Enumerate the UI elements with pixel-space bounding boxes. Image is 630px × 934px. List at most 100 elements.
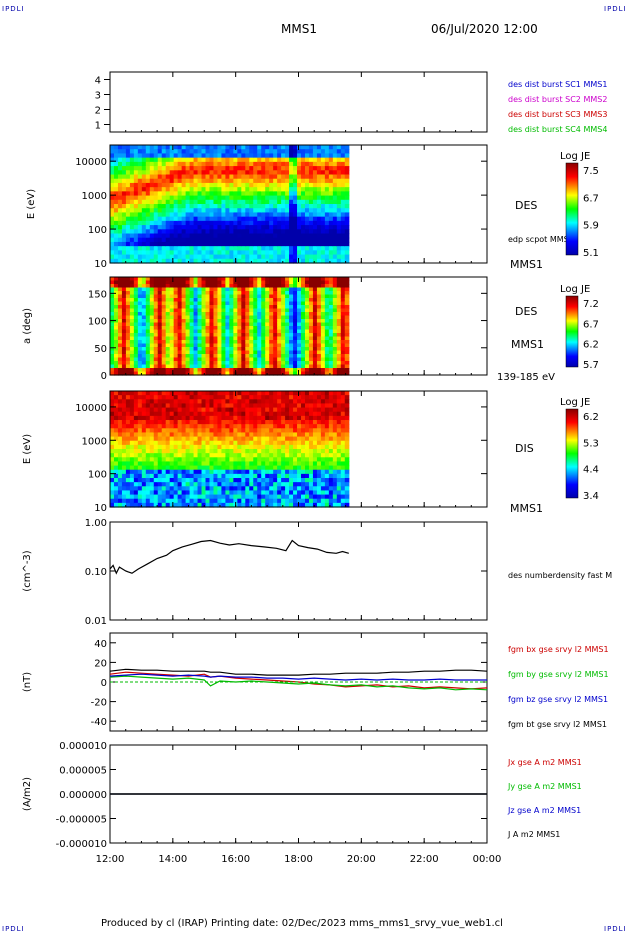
des-spectrogram-cell [193,157,199,163]
des-spectrogram-cell [344,229,350,235]
des-spectrogram-cell [308,153,314,159]
des-pitch-spectrogram-cell [308,357,314,362]
des-pitch-spectrogram-cell [225,305,230,310]
des-pitch-spectrogram-cell [233,361,238,366]
des-spectrogram-cell [261,191,266,197]
des-pitch-spectrogram-cell [229,329,234,334]
des-spectrogram-cell [117,161,123,167]
dis-spectrogram-cell [308,482,314,487]
des-pitch-spectrogram-cell [225,368,230,373]
des-spectrogram-cell [229,174,234,180]
des-spectrogram-cell [213,145,219,150]
des-pitch-spectrogram-cell [308,319,314,324]
des-pitch-spectrogram-cell [249,308,254,313]
des-spectrogram-cell [193,199,199,205]
des-energy-colorbar-tick-label: 6.7 [583,193,599,204]
dis-spectrogram-cell [129,444,135,450]
des-pitch-spectrogram-cell [121,343,127,348]
des-spectrogram-cell [308,170,314,176]
des-pitch-spectrogram-cell [125,350,131,355]
dis-spectrogram-cell [233,449,238,454]
des-spectrogram-cell [110,216,115,222]
dis-spectrogram-cell [233,498,238,504]
des-spectrogram-cell [205,199,211,205]
dis-spectrogram-cell [189,407,195,413]
des-spectrogram-cell [189,212,195,218]
des-spectrogram-cell [312,204,318,209]
des-spectrogram-cell [209,216,215,222]
des-pitch-spectrogram-cell [289,354,294,359]
des-spectrogram-cell [328,149,334,155]
des-spectrogram-cell [304,187,310,192]
des-pitch-spectrogram-cell [165,340,171,345]
des-spectrogram-cell [273,237,278,243]
des-pitch-spectrogram-cell [257,305,262,310]
des-spectrogram-cell [297,220,302,226]
des-pitch-spectrogram-cell [225,343,230,348]
des-pitch-spectrogram-cell [121,357,127,362]
des-pitch-spectrogram-cell [340,319,346,324]
des-spectrogram-cell [245,170,250,176]
des-spectrogram-cell [293,182,298,188]
dis-spectrogram-cell [221,482,227,487]
des-spectrogram-cell [153,149,159,155]
des-pitch-spectrogram-cell [133,368,139,373]
des-spectrogram-cell [169,191,175,197]
dis-spectrogram-cell [197,411,203,417]
des-pitch-spectrogram-cell [181,336,187,341]
des-pitch-spectrogram-cell [197,371,203,376]
des-pitch-spectrogram-cell [344,298,350,303]
des-pitch-spectrogram-cell [308,284,314,289]
dis-spectrogram-cell [121,415,127,421]
des-pitch-spectrogram-cell [249,357,254,362]
des-spectrogram-cell [265,157,270,163]
des-spectrogram-cell [336,166,342,171]
dis-spectrogram-cell [273,407,278,413]
des-pitch-spectrogram-cell [225,350,230,355]
dis-spectrogram-cell [145,391,151,396]
dis-spectrogram-cell [312,407,318,413]
des-spectrogram-cell [149,204,155,209]
des-pitch-spectrogram-cell [269,287,274,292]
des-pitch-spectrogram-cell [133,284,139,289]
des-spectrogram-cell [149,216,155,222]
des-pitch-spectrogram-cell [193,280,199,285]
des-spectrogram-cell [332,195,338,201]
dis-spectrogram-cell [137,502,143,508]
des-pitch-spectrogram-cell [265,329,270,334]
des-pitch-spectrogram-cell [177,315,183,320]
dis-spectrogram-cell [269,490,274,496]
dis-spectrogram-cell [289,399,294,405]
des-pitch-spectrogram-cell [273,312,278,317]
des-pitch-spectrogram-cell [261,329,266,334]
des-pitch-spectrogram-cell [137,287,143,292]
dis-spectrogram-cell [265,428,270,434]
dis-spectrogram-cell [217,457,223,463]
dis-spectrogram-cell [141,498,147,504]
dis-spectrogram-cell [261,391,266,396]
dis-spectrogram-cell [189,440,195,446]
dis-spectrogram-cell [165,465,171,471]
des-pitch-spectrogram-cell [110,301,115,306]
dis-spectrogram-cell [165,457,171,463]
des-pitch-spectrogram-cell [205,298,211,303]
dis-spectrogram-cell [209,502,215,508]
dis-spectrogram-cell [125,411,131,417]
des-spectrogram-cell [245,178,250,184]
dis-spectrogram-cell [117,420,123,425]
des-spectrogram-cell [293,178,298,184]
des-spectrogram-cell [229,170,234,176]
dis-spectrogram-cell [233,478,238,483]
des-spectrogram-cell [113,254,119,260]
des-pitch-spectrogram-cell [189,287,195,292]
dis-spectrogram-cell [141,453,147,458]
des-pitch-spectrogram-cell [312,301,318,306]
des-spectrogram-cell [213,166,219,171]
des-spectrogram-cell [257,258,262,264]
dis-spectrogram-cell [117,498,123,504]
des-pitch-spectrogram-cell [336,371,342,376]
des-pitch-spectrogram-cell [293,361,298,366]
des-pitch-spectrogram-cell [173,312,179,317]
des-spectrogram-cell [265,174,270,180]
des-spectrogram-cell [297,157,302,163]
